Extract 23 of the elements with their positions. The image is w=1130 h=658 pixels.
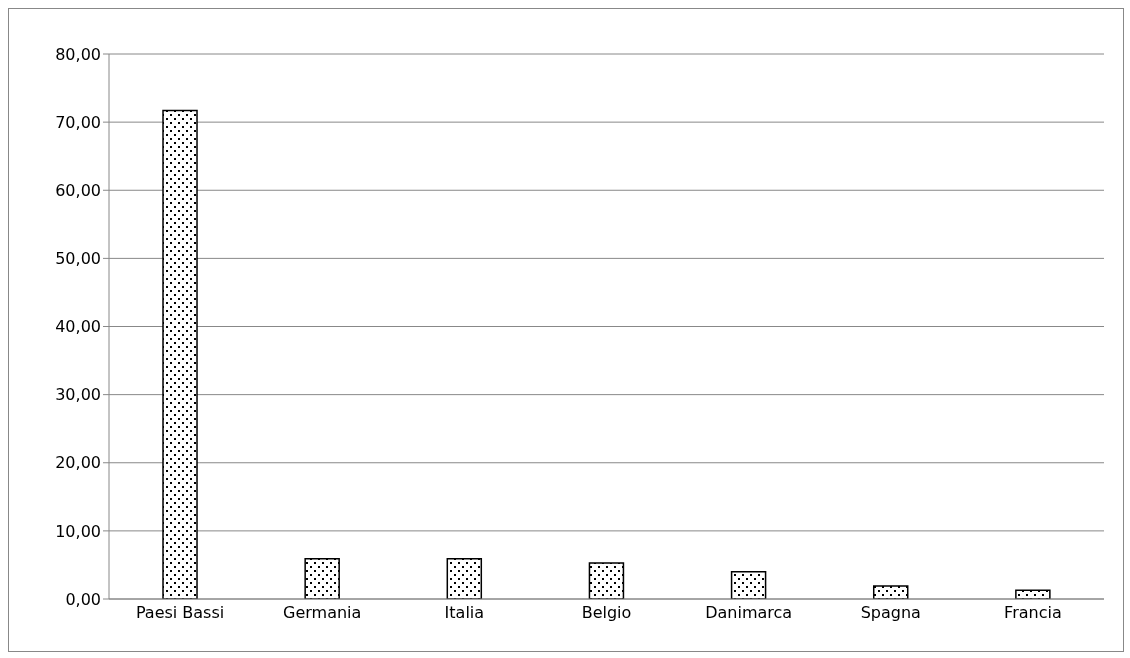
y-tick-label: 60,00 bbox=[55, 180, 101, 200]
bar bbox=[304, 558, 340, 599]
x-tick-label: Germania bbox=[283, 603, 362, 623]
x-tick-label: Danimarca bbox=[705, 603, 793, 623]
y-tick-label: 20,00 bbox=[55, 453, 101, 473]
x-tick-label: Italia bbox=[444, 603, 485, 623]
bar bbox=[162, 109, 198, 599]
y-tick-label: 80,00 bbox=[55, 44, 101, 64]
x-tick-label: Spagna bbox=[860, 603, 921, 623]
y-tick-label: 40,00 bbox=[55, 317, 101, 337]
x-tick-label: Belgio bbox=[581, 603, 632, 623]
bar bbox=[1015, 589, 1051, 599]
y-tick-label: 10,00 bbox=[55, 521, 101, 541]
x-tick-label: Paesi Bassi bbox=[135, 603, 225, 623]
bar bbox=[446, 558, 483, 599]
y-tick-label: 50,00 bbox=[55, 249, 101, 269]
y-tick-label: 70,00 bbox=[55, 112, 101, 132]
bar bbox=[872, 585, 909, 599]
x-tick-label: Francia bbox=[1004, 603, 1062, 623]
bar bbox=[730, 571, 767, 599]
bar bbox=[588, 562, 625, 599]
y-tick-label: 0,00 bbox=[65, 589, 101, 609]
y-tick-label: 30,00 bbox=[55, 385, 101, 405]
